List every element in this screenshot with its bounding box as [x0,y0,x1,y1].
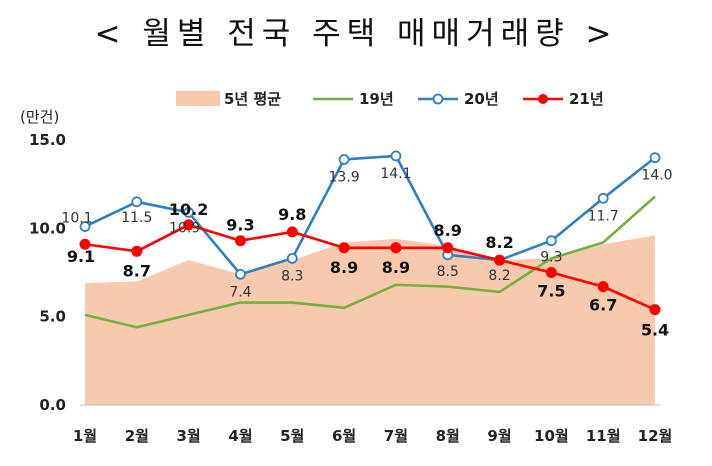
y-tick-label: 15.0 [29,131,66,149]
point-marker [183,207,195,218]
point-marker [649,304,661,316]
point-marker [494,254,506,266]
x-tick-label: 8월 [436,427,460,445]
legend-label: 5년 평균 [224,90,281,108]
data-label-2021: 9.1 [67,247,95,266]
data-label-2021: 10.2 [169,200,208,219]
x-tick-label: 2월 [125,427,149,445]
data-label-2020: 11.5 [121,210,152,226]
x-tick-label: 3월 [177,427,201,445]
data-label-2020: 9.3 [540,250,562,266]
point-marker [79,238,91,250]
point-marker [286,226,298,238]
x-tick-label: 9월 [487,427,511,445]
point-marker [234,235,246,247]
point-marker [131,196,143,208]
point-marker [442,242,454,254]
legend-label: 21년 [569,90,604,108]
legend-marker [538,94,548,104]
data-label-2021: 9.3 [226,216,254,235]
point-marker [286,252,298,264]
point-marker [597,192,609,204]
data-label-2021: 5.4 [641,321,669,340]
legend-marker [432,93,444,105]
x-tick-label: 7월 [384,427,408,445]
data-label-2020: 8.5 [437,264,459,280]
point-marker [235,268,246,280]
data-label-2021: 7.5 [537,282,565,301]
y-tick-label: 5.0 [39,308,66,326]
data-label-2020: 11.7 [588,208,619,224]
x-tick-label: 12월 [638,427,673,445]
data-label-2021: 8.9 [382,258,410,277]
point-marker [131,245,143,257]
x-tick-label: 4월 [228,427,252,445]
point-marker [338,242,350,254]
x-tick-label: 1월 [73,427,97,445]
data-label-2021: 8.9 [330,258,358,277]
x-tick-label: 11월 [586,427,621,445]
data-label-2021: 9.8 [278,205,306,224]
point-marker [79,221,91,232]
point-marker [649,152,661,164]
data-label-2021: 8.2 [485,233,513,252]
y-tick-label: 0.0 [39,396,66,414]
x-tick-label: 10월 [534,427,569,445]
chart-title: < 월별 전국 주택 매매거래량 > [94,16,618,52]
point-marker [338,154,350,165]
data-label-2021: 8.7 [123,261,151,280]
point-marker [597,281,609,293]
x-tick-label: 6월 [332,427,356,445]
data-label-2021: 6.7 [589,296,617,315]
point-marker [390,150,402,162]
legend-label: 20년 [464,90,499,108]
line-series-21년 [84,223,656,311]
data-label-2020: 13.9 [329,169,360,185]
point-marker [183,219,195,231]
point-marker [545,267,557,278]
data-label-2020: 14.0 [641,168,672,184]
data-label-2020: 8.2 [488,268,510,284]
data-label-2020: 10.1 [61,211,92,227]
x-tick-label: 5월 [280,427,304,445]
data-label-2020: 10.9 [169,220,200,236]
area-series-5yr-average [85,235,655,405]
y-unit-label: (만건) [20,108,59,126]
y-tick-label: 10.0 [29,219,66,237]
line-series-20년 [84,154,656,276]
data-label-2020: 14.1 [380,166,411,182]
legend-label: 19년 [359,90,394,108]
point-marker [545,235,557,247]
data-label-2020: 7.4 [229,284,251,300]
legend-swatch-5yr-average [176,91,220,106]
data-label-2021: 8.9 [434,221,462,240]
line-series-19년 [84,195,656,329]
point-marker [390,242,402,254]
data-label-2020: 8.3 [281,268,303,284]
